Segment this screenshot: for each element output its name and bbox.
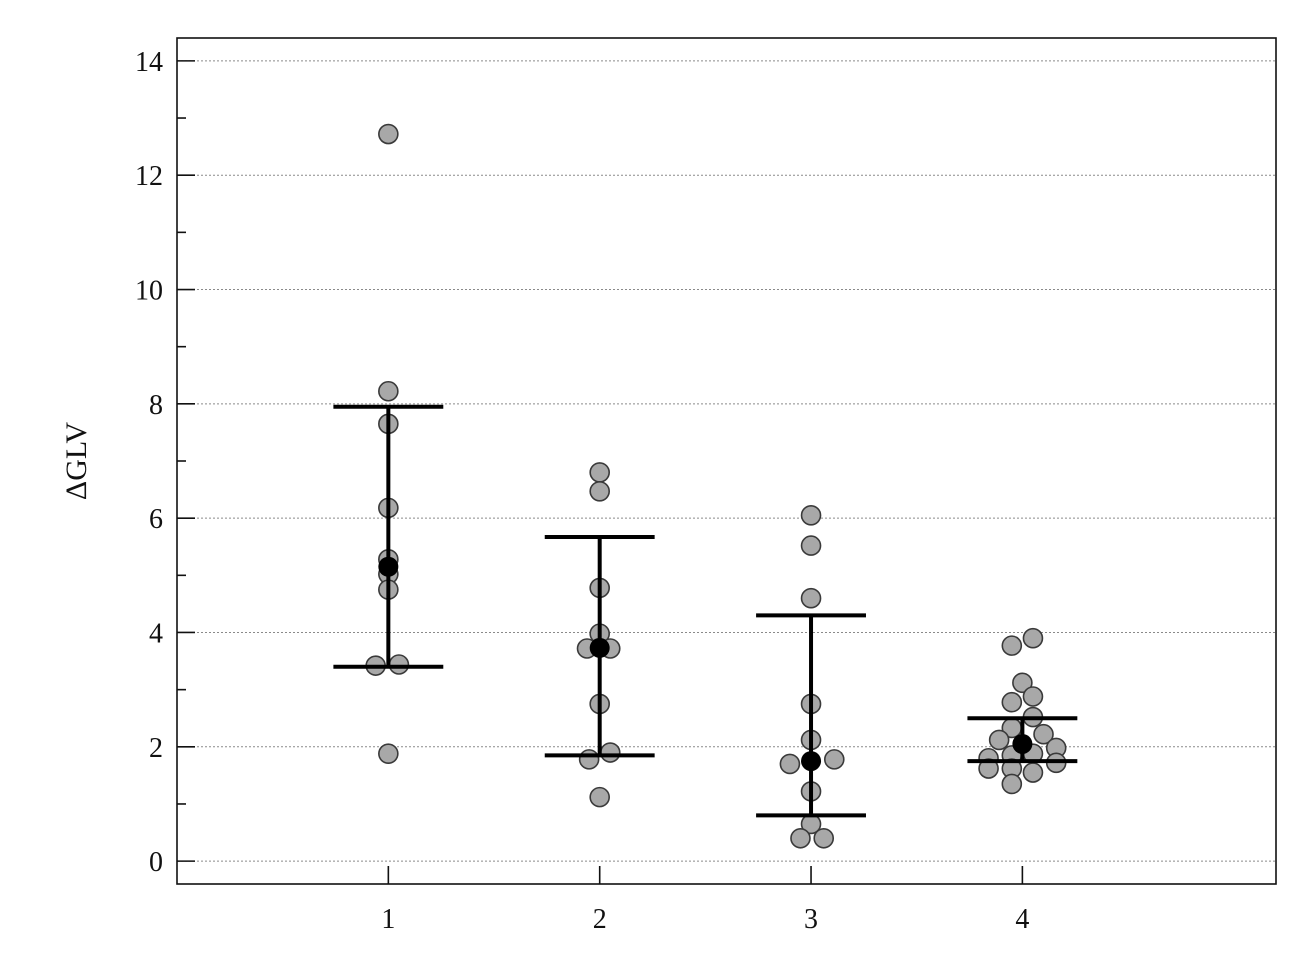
- data-point: [1012, 672, 1033, 694]
- data-point: [1022, 686, 1044, 707]
- y-tick-label: 0: [149, 847, 163, 878]
- data-point: [388, 654, 410, 675]
- data-point: [1001, 691, 1023, 713]
- data-point: [378, 743, 399, 764]
- x-tick-label: 1: [381, 904, 395, 935]
- mean-marker: [589, 637, 610, 658]
- data-point: [589, 462, 610, 483]
- data-point: [813, 827, 835, 849]
- y-tick-label: 8: [149, 390, 163, 421]
- mean-marker: [378, 556, 399, 577]
- data-point: [589, 480, 610, 502]
- data-point: [823, 749, 845, 770]
- data-point: [599, 742, 621, 763]
- data-point: [1022, 762, 1044, 783]
- y-tick-label: 10: [135, 276, 163, 307]
- data-point: [1001, 635, 1023, 656]
- error-bars: [333, 404, 1078, 818]
- mean-marker: [801, 751, 822, 772]
- y-tick-label: 14: [135, 47, 163, 78]
- y-tick-label: 4: [149, 618, 163, 649]
- data-point: [1033, 723, 1054, 745]
- data-point: [578, 749, 600, 770]
- y-axis-title: ΔGLV: [60, 422, 93, 501]
- x-tick-label: 2: [593, 904, 607, 935]
- x-tick-label: 4: [1015, 904, 1029, 935]
- plot-frame: [176, 37, 1277, 885]
- data-point: [978, 758, 999, 779]
- y-tick-label: 6: [149, 504, 163, 535]
- y-tick-label: 2: [149, 733, 163, 764]
- x-axis: 1 2 3 4: [381, 866, 1029, 935]
- data-point: [1001, 773, 1023, 795]
- data-point: [1022, 627, 1044, 649]
- data-point: [378, 123, 399, 145]
- gridlines: [177, 60, 1276, 862]
- data-point: [800, 587, 822, 609]
- data-points: [365, 123, 1067, 849]
- data-point: [800, 505, 822, 526]
- data-point: [800, 535, 822, 556]
- data-point: [378, 380, 399, 402]
- data-point: [988, 729, 1010, 751]
- data-point: [790, 827, 811, 849]
- y-axis: 0 2 4 6 8 10 12 14: [135, 47, 195, 878]
- mean-markers: [378, 556, 1033, 772]
- y-tick-label: 12: [135, 161, 163, 192]
- mean-marker: [1012, 733, 1033, 754]
- data-point: [779, 753, 801, 775]
- data-point: [589, 786, 610, 808]
- x-tick-label: 3: [804, 904, 818, 935]
